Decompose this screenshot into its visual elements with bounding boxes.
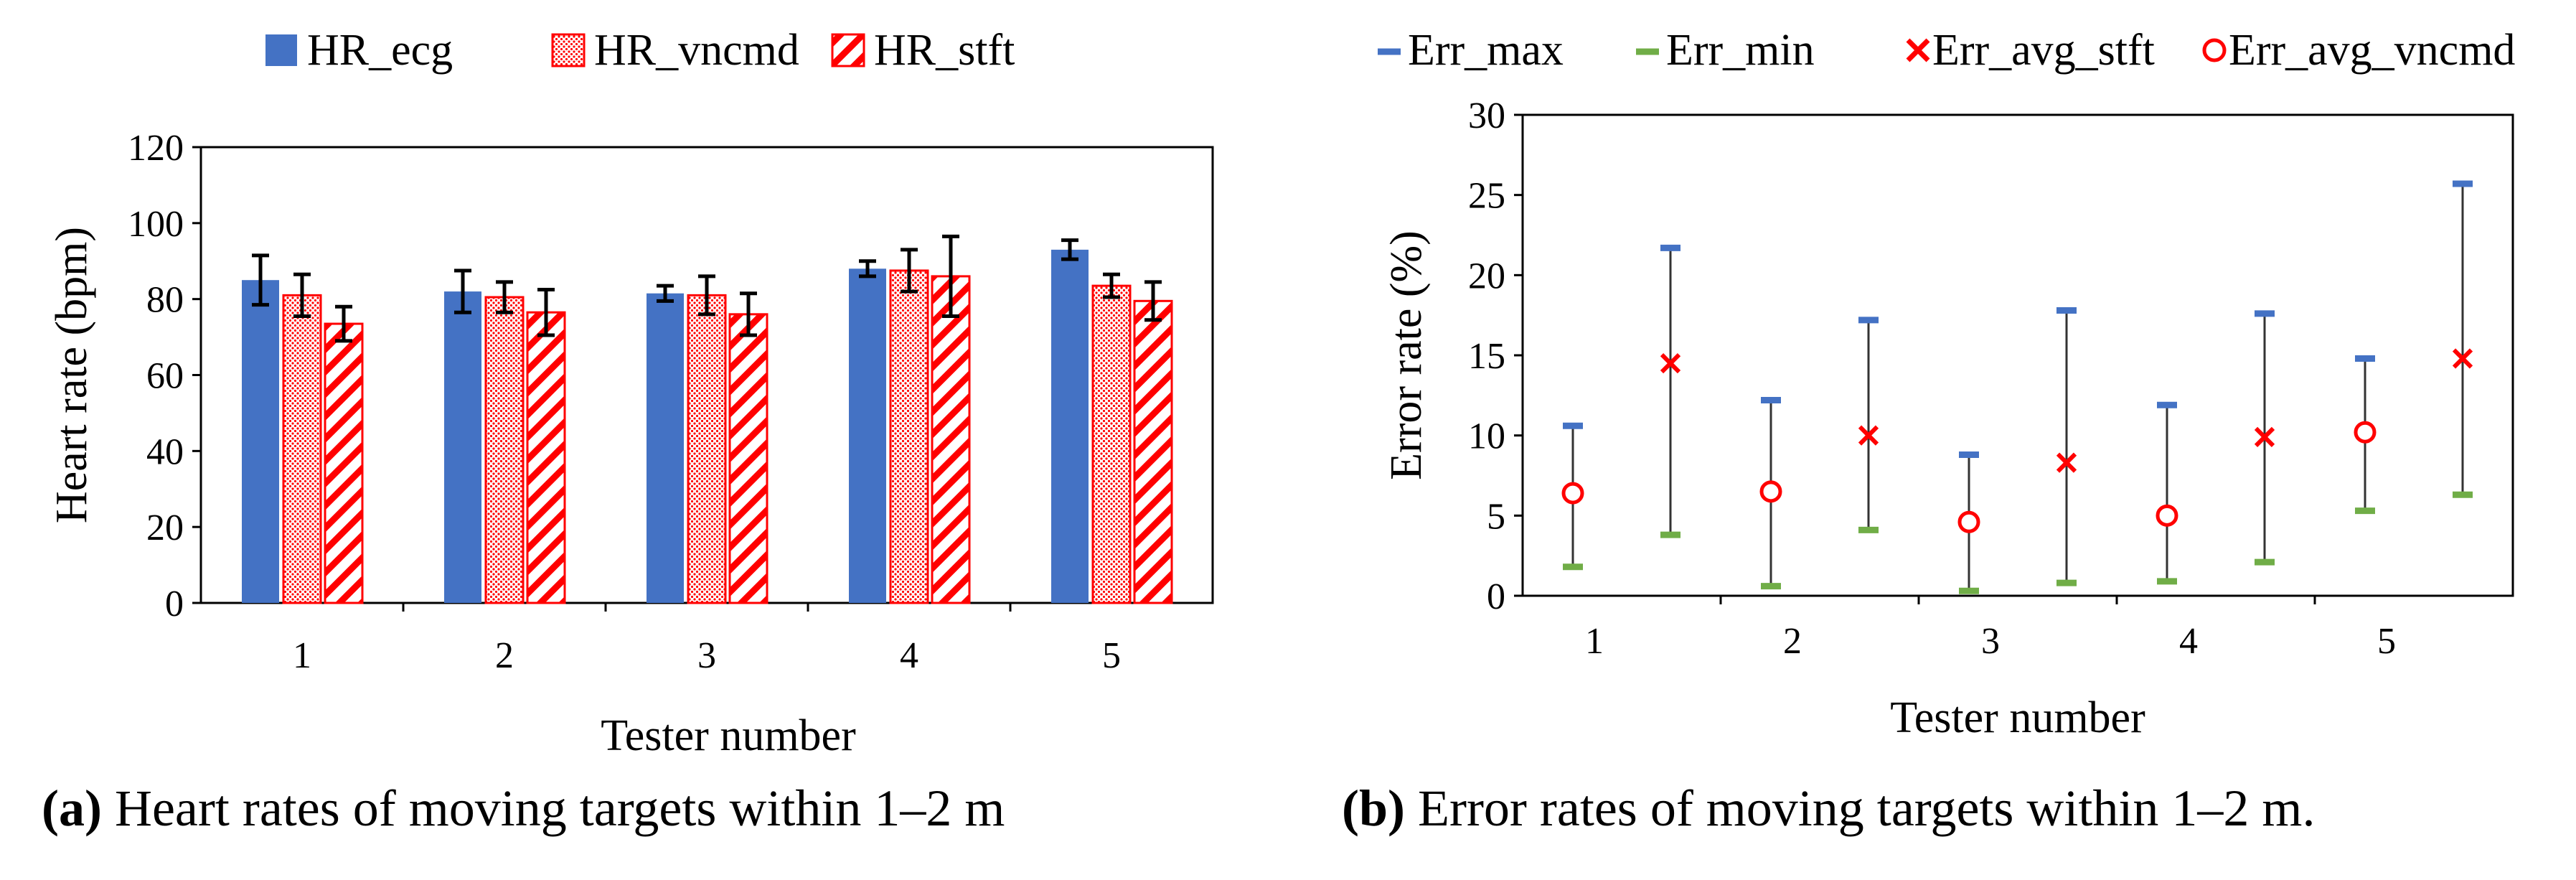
x-tick-label: 4 (2179, 621, 2198, 662)
x-tick-label: 2 (1783, 621, 1802, 662)
legend-swatch-Err_avg_stft (1906, 38, 1930, 62)
legend-label-HR_vncmd: HR_vncmd (594, 26, 799, 75)
y-tick-label: 80 (146, 280, 184, 321)
legend-label-Err_avg_vncmd: Err_avg_vncmd (2229, 26, 2515, 75)
bar-HR_vncmd (889, 269, 929, 604)
y-axis-label: Heart rate (bpm) (47, 227, 96, 523)
y-tick-label: 60 (146, 356, 184, 397)
bar-HR_ecg (647, 293, 684, 603)
y-tick-label: 100 (128, 204, 184, 245)
caption-b: (b) Error rates of moving targets within… (1342, 779, 2315, 838)
bar-HR_stft (931, 275, 971, 604)
y-tick-label: 25 (1468, 176, 1505, 217)
y-tick-label: 20 (1468, 256, 1505, 296)
y-tick-label: 120 (128, 128, 184, 169)
legend-label-Err_avg_stft: Err_avg_stft (1932, 26, 2155, 75)
bar-HR_stft (324, 322, 364, 604)
marker-Err_avg_stft (1858, 425, 1879, 446)
caption-a-text: Heart rates of moving targets within 1–2… (101, 780, 1005, 837)
marker-Err_avg_stft (2056, 452, 2077, 473)
bar-HR_ecg (1051, 249, 1089, 603)
bar-HR_stft (1133, 299, 1173, 604)
legend-label-HR_stft: HR_stft (874, 26, 1015, 75)
caption-b-label: (b) (1342, 780, 1405, 837)
marker-Err_avg_stft (1660, 353, 1681, 374)
x-tick-label: 3 (697, 635, 716, 676)
error-rate-chart: 0 5 10 15 20 25 30 1 2 3 4 5 Error rate (%) Tester nu… (1378, 26, 2515, 742)
bar-HR_stft (526, 311, 566, 604)
x-tick-label: 5 (1102, 635, 1121, 676)
bar-HR_ecg (242, 280, 279, 603)
legend-swatch-HR_vncmd (551, 33, 586, 67)
y-tick-label: 15 (1468, 336, 1505, 377)
legend-swatch-Err_avg_vncmd (2202, 38, 2227, 62)
bar-HR_vncmd (1091, 284, 1132, 604)
y-tick-label: 10 (1468, 416, 1505, 457)
marker-Err_avg_stft (2452, 348, 2473, 369)
marker-Err_avg_vncmd (1957, 510, 1980, 533)
x-axis-label: Tester number (1890, 693, 2145, 742)
legend-label-Err_min: Err_min (1666, 26, 1815, 75)
x-axis-label: Tester number (601, 711, 856, 760)
bar-HR_vncmd (687, 294, 727, 604)
caption-b-text: Error rates of moving targets within 1–2… (1405, 780, 2316, 837)
y-tick-label: 5 (1487, 496, 1505, 537)
caption-a-label: (a) (42, 780, 102, 837)
legend-swatch-HR_stft (831, 33, 865, 67)
chart-panel-a: 0 20 40 60 80 100 120 1 2 3 4 5 Heart rate (bpm) Test… (0, 0, 1270, 880)
marker-Err_avg_vncmd (1561, 482, 1584, 505)
bar-HR_ecg (849, 268, 886, 603)
y-axis-label: Error rate (%) (1382, 230, 1431, 480)
caption-a: (a) Heart rates of moving targets within… (42, 779, 1005, 838)
marker-Err_avg_vncmd (2354, 421, 2377, 444)
legend-label-HR_ecg: HR_ecg (307, 26, 453, 75)
marker-Err_avg_vncmd (1759, 480, 1782, 503)
marker-Err_avg_vncmd (2156, 504, 2178, 527)
y-tick-label: 20 (146, 507, 184, 548)
x-tick-label: 1 (1585, 621, 1604, 662)
bar-HR_vncmd (484, 296, 525, 604)
bar-HR_stft (728, 313, 768, 604)
y-tick-label: 0 (1487, 576, 1505, 617)
legend-swatch-HR_ecg (265, 34, 297, 66)
x-tick-label: 2 (495, 635, 514, 676)
marker-Err_avg_stft (2254, 426, 2275, 448)
bar-HR_vncmd (282, 294, 322, 604)
heart-rate-chart: 0 20 40 60 80 100 120 1 2 3 4 5 Heart rate (bpm) Test… (47, 26, 1214, 760)
legend-label-Err_max: Err_max (1408, 26, 1564, 75)
x-tick-label: 5 (2377, 621, 2396, 662)
x-tick-label: 1 (293, 635, 311, 676)
x-tick-label: 4 (900, 635, 918, 676)
y-tick-label: 40 (146, 431, 184, 472)
bar-HR_ecg (444, 291, 481, 603)
y-tick-label: 30 (1468, 95, 1505, 136)
chart-panel-b: 0 5 10 15 20 25 30 1 2 3 4 5 Error rate (%) Tester nu… (1270, 0, 2576, 880)
x-tick-label: 3 (1981, 621, 2000, 662)
y-tick-label: 0 (165, 584, 184, 624)
